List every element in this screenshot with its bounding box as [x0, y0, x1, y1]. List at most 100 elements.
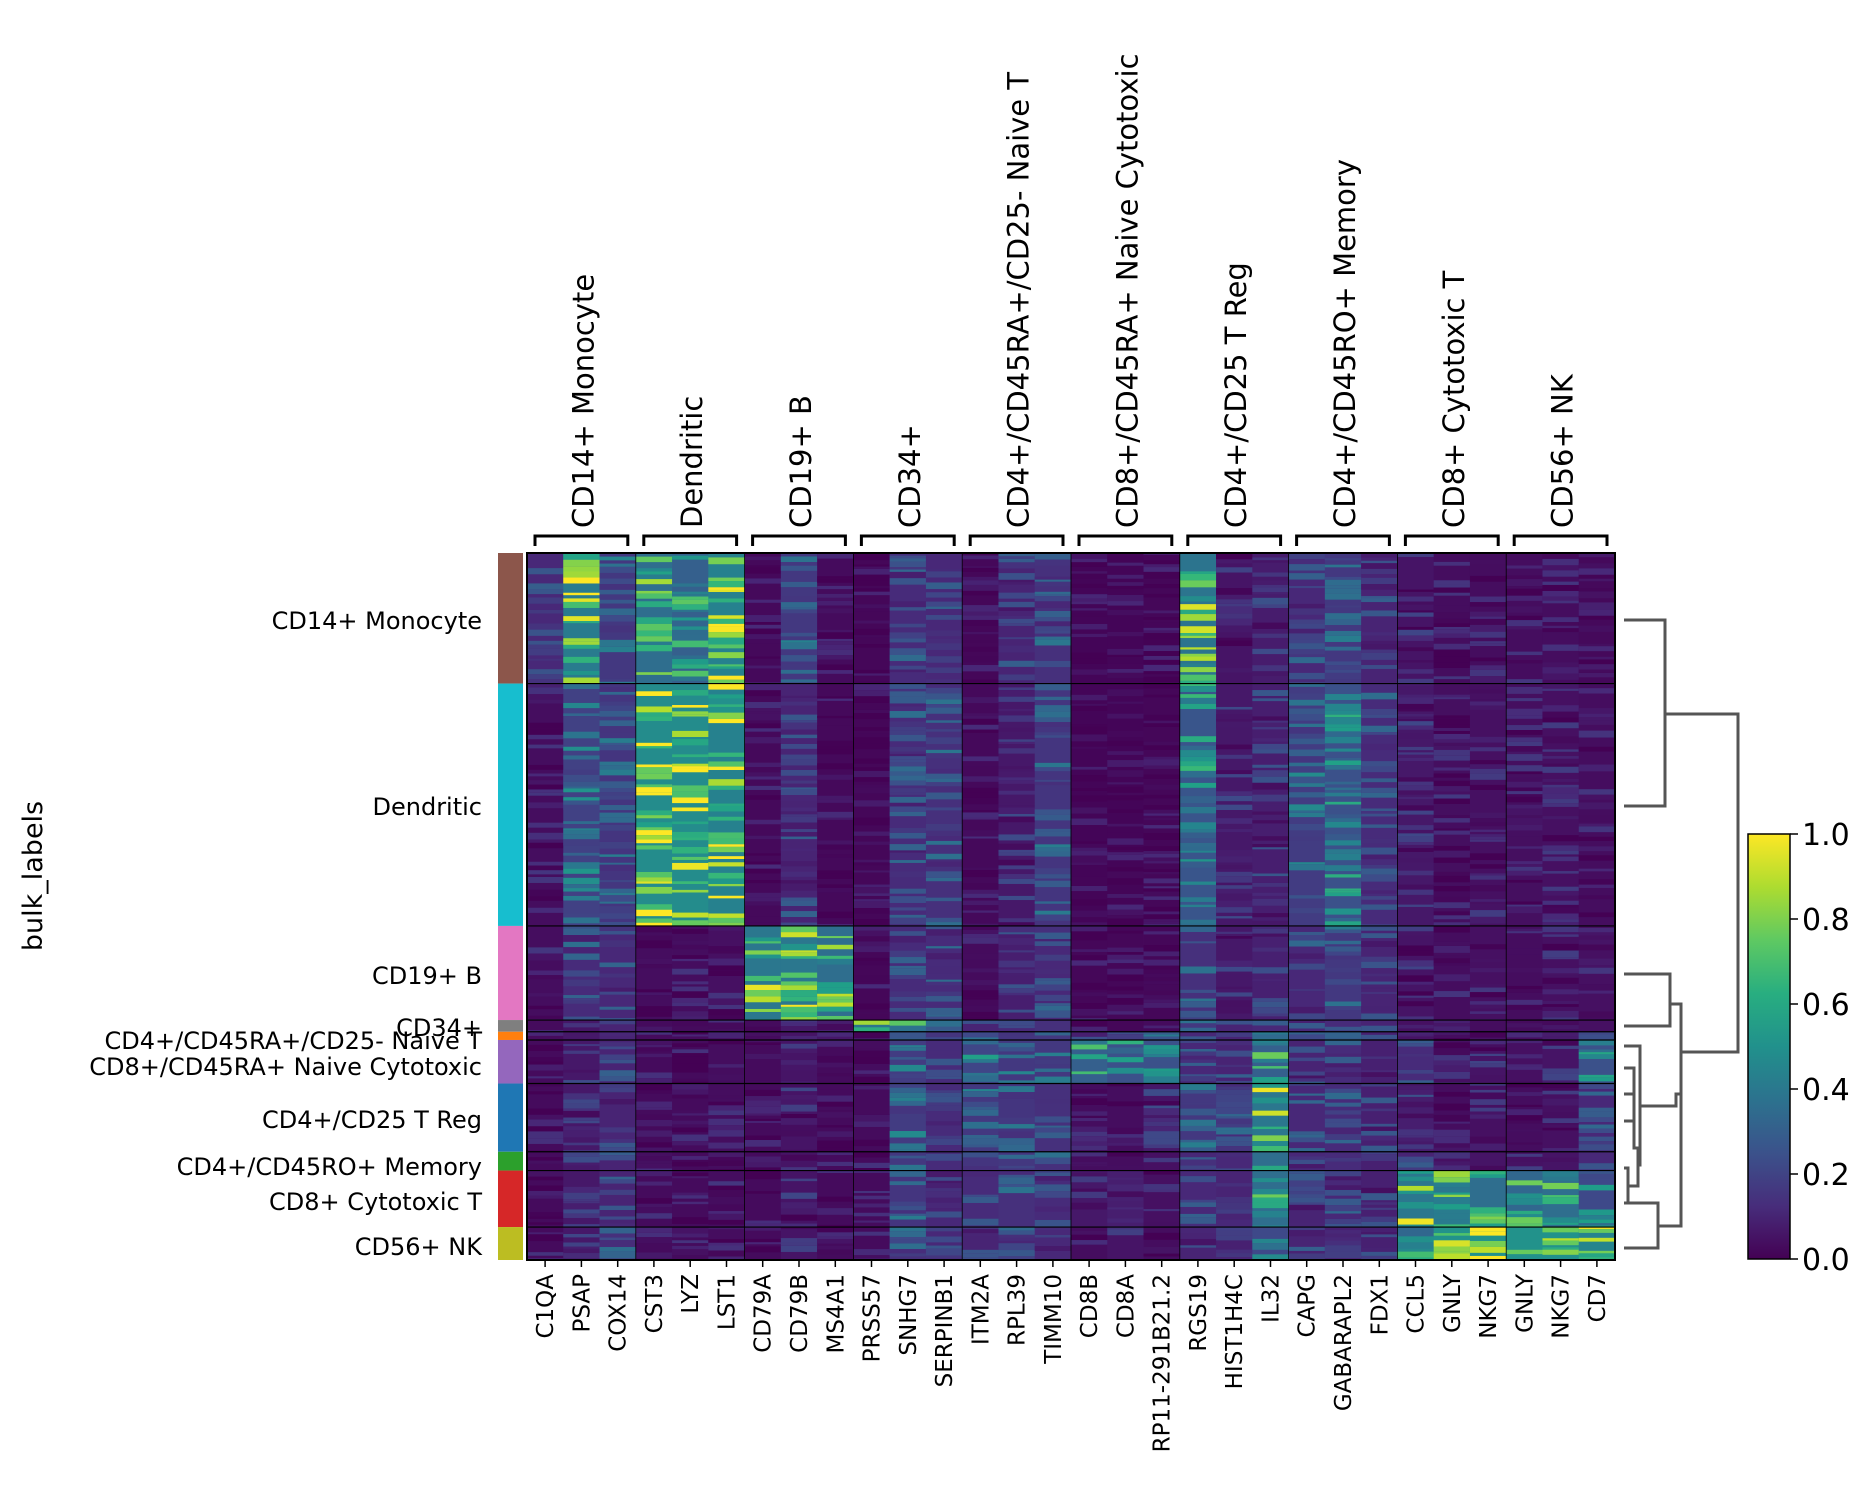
heatmap-stripe [708, 862, 745, 867]
heatmap-stripe [1469, 1136, 1507, 1144]
heatmap-stripe [1071, 1044, 1108, 1050]
heatmap-stripe [1397, 733, 1435, 739]
heatmap-stripe [1107, 601, 1144, 606]
heatmap-stripe [998, 637, 1036, 640]
heatmap-stripe [817, 1151, 854, 1156]
heatmap-stripe [998, 1243, 1036, 1251]
heatmap-stripe [1071, 1006, 1108, 1009]
heatmap-stripe [1433, 1147, 1471, 1152]
heatmap-stripe [925, 1092, 963, 1097]
heatmap-stripe [563, 1130, 600, 1138]
heatmap-stripe [1288, 1164, 1326, 1169]
heatmap-stripe [1542, 922, 1580, 926]
heatmap-stripe [925, 1145, 963, 1152]
heatmap-stripe [1107, 1031, 1144, 1035]
heatmap-stripe [1179, 941, 1217, 944]
heatmap-stripe [1216, 986, 1253, 989]
heatmap-stripe [527, 1031, 564, 1036]
heatmap-stripe [925, 683, 963, 688]
heatmap-stripe [1252, 876, 1289, 883]
heatmap-stripe [1071, 855, 1108, 863]
heatmap-stripe [1288, 1013, 1326, 1020]
heatmap-stripe [1252, 873, 1289, 877]
heatmap-stripe [635, 1252, 673, 1259]
heatmap-stripe [1143, 1095, 1181, 1102]
heatmap-stripe [563, 928, 600, 936]
heatmap-stripe [635, 1160, 673, 1164]
heatmap-stripe [962, 729, 999, 733]
heatmap-stripe [599, 812, 637, 818]
heatmap-stripe [1324, 917, 1362, 922]
heatmap-stripe [599, 913, 637, 919]
heatmap-stripe [889, 788, 927, 793]
heatmap-stripe [1506, 794, 1543, 797]
heatmap-stripe [1469, 701, 1507, 706]
heatmap-stripe [1324, 593, 1362, 600]
heatmap-stripe [925, 638, 963, 644]
heatmap-stripe [1542, 736, 1580, 744]
heatmap-stripe [1179, 861, 1217, 868]
heatmap-stripe [1288, 1100, 1326, 1104]
heatmap-stripe [1578, 1077, 1616, 1082]
heatmap-stripe [889, 1100, 927, 1106]
heatmap-stripe [853, 1195, 891, 1200]
heatmap-stripe [1179, 1074, 1217, 1077]
heatmap-block [527, 683, 1616, 927]
heatmap-stripe [1107, 963, 1144, 969]
heatmap-stripe [1071, 705, 1108, 711]
heatmap-stripe [1433, 561, 1471, 566]
heatmap-stripe [1179, 1238, 1217, 1246]
heatmap-stripe [1179, 1059, 1217, 1063]
heatmap-stripe [1506, 1249, 1543, 1255]
heatmap-stripe [708, 1022, 745, 1029]
heatmap-stripe [1071, 1164, 1108, 1167]
heatmap-stripe [889, 756, 927, 760]
heatmap-stripe [563, 713, 600, 717]
heatmap-stripe [889, 860, 927, 863]
heatmap-stripe [889, 844, 927, 851]
heatmap-stripe [1324, 865, 1362, 872]
heatmap-stripe [599, 1176, 637, 1180]
heatmap-stripe [1107, 1218, 1144, 1223]
heatmap-stripe [998, 739, 1036, 742]
heatmap-stripe [1469, 968, 1507, 973]
heatmap-stripe [1034, 831, 1072, 837]
heatmap-stripe [962, 568, 999, 572]
heatmap-stripe [998, 805, 1036, 808]
heatmap-stripe [1397, 746, 1435, 751]
heatmap-stripe [1361, 743, 1398, 751]
colorbar-tick-label: 0.2 [1802, 1158, 1850, 1193]
heatmap-stripe [817, 1227, 854, 1233]
heatmap-stripe [962, 1016, 999, 1021]
heatmap-stripe [1107, 1184, 1144, 1192]
heatmap-stripe [1143, 1105, 1181, 1109]
heatmap-stripe [1542, 1238, 1580, 1241]
heatmap-stripe [1216, 882, 1253, 886]
heatmap-stripe [1216, 739, 1253, 745]
heatmap-stripe [1252, 665, 1289, 672]
heatmap-stripe [1143, 1101, 1181, 1106]
heatmap-stripe [672, 739, 709, 746]
heatmap-stripe [635, 590, 673, 594]
heatmap-stripe [599, 738, 637, 743]
heatmap-stripe [1143, 1020, 1181, 1026]
heatmap-stripe [1107, 1137, 1144, 1143]
heatmap-stripe [563, 1165, 600, 1171]
heatmap-stripe [708, 1160, 745, 1166]
heatmap-stripe [1143, 671, 1181, 675]
heatmap-stripe [1071, 922, 1108, 925]
heatmap-stripe [1143, 571, 1181, 579]
heatmap-stripe [1143, 765, 1181, 769]
heatmap-stripe [1179, 1147, 1217, 1152]
heatmap-stripe [1433, 612, 1471, 619]
heatmap-stripe [708, 644, 745, 649]
heatmap-stripe [1034, 1005, 1072, 1011]
heatmap-stripe [1578, 1052, 1616, 1055]
heatmap-stripe [563, 616, 600, 622]
heatmap-stripe [1107, 795, 1144, 799]
heatmap-stripe [1143, 813, 1181, 816]
heatmap-stripe [744, 954, 782, 959]
gene-label: GNLY [1440, 1273, 1466, 1333]
heatmap-stripe [563, 917, 600, 924]
heatmap-stripe [635, 593, 673, 599]
